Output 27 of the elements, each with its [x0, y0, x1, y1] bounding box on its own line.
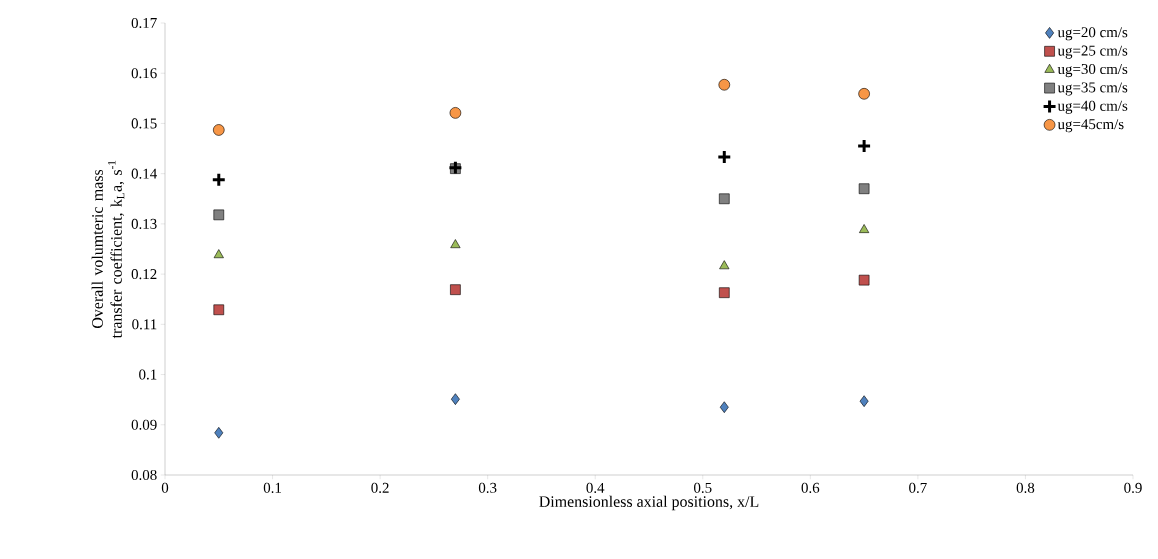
- x-tick-label: 0.6: [801, 482, 820, 493]
- x-axis-title: Dimensionless axial positions, x/L: [539, 495, 759, 511]
- y-tick-label: 0.13: [131, 218, 157, 229]
- y-tick-label: 0.14: [131, 168, 157, 179]
- y-tick-label: 0.09: [131, 419, 157, 430]
- y-tick-label: 0.15: [131, 118, 157, 129]
- x-tick-label: 0.5: [694, 482, 712, 493]
- legend-label: ug=25 cm/s: [1057, 45, 1128, 59]
- x-tick-label: 0.3: [478, 482, 497, 493]
- x-tick-label: 0: [161, 482, 169, 493]
- x-tick-label: 0.9: [1124, 482, 1142, 493]
- x-tick-label: 0.8: [1016, 482, 1035, 493]
- legend-label: ug=30 cm/s: [1057, 63, 1128, 78]
- y-tick-label: 0.11: [132, 319, 157, 330]
- legend-label: ug=40 cm/s: [1057, 100, 1128, 114]
- y-tick-label: 0.1: [139, 369, 157, 380]
- x-tick-label: 0.2: [371, 482, 389, 493]
- y-tick-label: 0.12: [131, 269, 157, 280]
- x-tick-label: 0.1: [263, 482, 281, 493]
- y-tick-label: 0.17: [131, 17, 157, 29]
- legend-label: ug=35 cm/s: [1057, 82, 1128, 96]
- legend-label: ug=45cm/s: [1057, 119, 1124, 133]
- x-tick-label: 0.7: [909, 482, 927, 493]
- y-tick-label: 0.16: [131, 68, 157, 79]
- legend-label: ug=20 cm/s: [1057, 27, 1128, 41]
- y-tick-label: 0.08: [131, 469, 157, 481]
- x-tick-label: 0.4: [586, 482, 605, 493]
